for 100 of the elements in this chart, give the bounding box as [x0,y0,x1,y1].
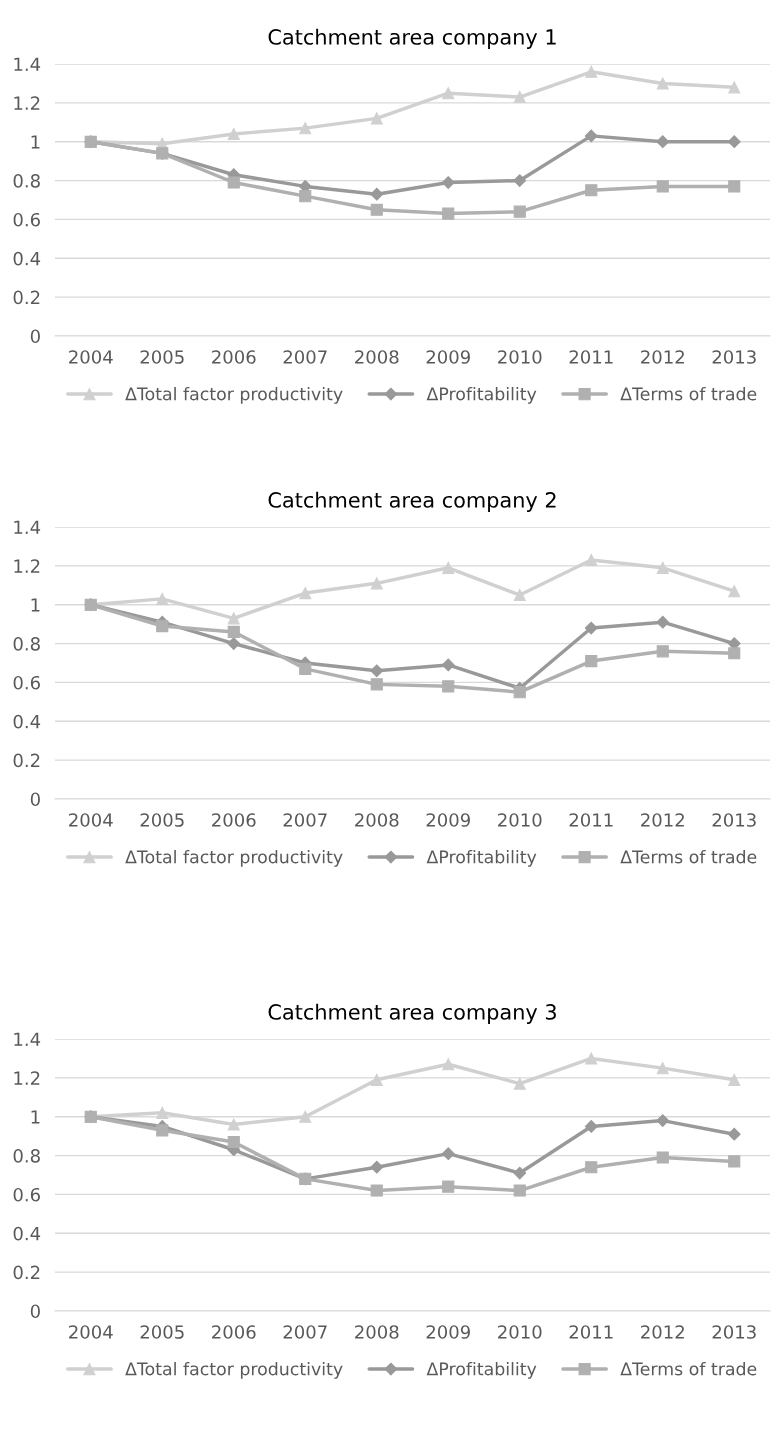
x-tick-label: 2004 [69,813,113,827]
point [227,612,240,625]
y-tick-label: 1.4 [14,1032,41,1046]
point [156,620,169,633]
x-tick-label: 2007 [283,350,327,364]
point [585,65,598,78]
point [585,553,598,567]
legend-label: ΔProfitability [426,1361,537,1379]
point [227,1118,240,1131]
y-tick-label: 1 [31,598,40,612]
legend-label: ΔTotal factor productivity [125,1361,343,1379]
x-tick-label: 2012 [641,1325,684,1339]
x-tick-label: 2013 [712,1325,756,1339]
y-tick-label: 0.6 [13,1187,40,1202]
point [299,662,312,675]
point [227,637,241,650]
chart-title: Catchment area company 1 [268,28,556,49]
x-tick-label: 2012 [641,350,684,364]
point [656,77,669,90]
point [727,135,741,149]
y-tick-label: 1 [31,135,40,149]
point [584,621,598,635]
x-tick-label: 2010 [498,1325,542,1339]
point [656,645,669,658]
x-tick-label: 2009 [426,350,470,364]
point [513,174,527,187]
x-tick-label: 2004 [69,1325,113,1339]
point [370,1160,384,1174]
y-tick-label: 1.2 [14,96,40,110]
point [656,1114,670,1128]
point [370,1184,383,1197]
x-tick-label: 2008 [355,350,399,364]
point [441,1147,455,1161]
point [656,1151,669,1164]
point [299,122,312,135]
x-tick-label: 2009 [426,1325,470,1339]
y-tick-label: 0.2 [13,290,40,305]
x-tick-label: 2008 [355,1325,399,1339]
point [370,678,383,691]
point [370,1073,383,1086]
point [156,592,169,605]
point [370,664,384,678]
y-tick-label: 0.8 [13,174,40,188]
chart-title: Catchment area company 2 [268,491,556,512]
point [370,577,383,590]
x-tick-label: 2007 [283,1325,327,1339]
x-tick-label: 2012 [641,813,684,827]
y-tick-label: 1.4 [14,520,41,534]
x-tick-label: 2005 [140,1325,184,1339]
y-tick-label: 0.6 [13,675,40,690]
y-tick-label: 0.4 [13,1226,41,1241]
point [585,654,598,668]
legend-label: ΔTerms of trade [620,386,757,401]
legend-label: ΔProfitability [426,849,537,867]
point [513,1077,526,1090]
point [585,1052,598,1065]
point [728,180,741,193]
point [656,1062,669,1075]
point [656,561,669,574]
x-tick-label: 2006 [212,813,256,827]
y-tick-label: 0 [30,329,40,344]
point [728,81,741,94]
point [728,585,741,598]
point [656,135,670,149]
point [370,112,383,125]
point [585,1161,598,1174]
x-tick-label: 2005 [140,350,184,364]
y-tick-label: 1.2 [14,1071,40,1085]
point [227,1135,240,1149]
x-tick-label: 2013 [712,813,756,827]
point [442,680,455,693]
y-tick-label: 0.8 [13,1149,40,1163]
y-tick-label: 0 [30,792,40,807]
x-tick-label: 2006 [212,350,256,364]
x-tick-label: 2013 [712,350,756,364]
point [728,1073,741,1086]
x-tick-label: 2007 [283,813,327,827]
y-tick-label: 0.2 [13,1265,40,1280]
point [513,686,526,699]
x-tick-label: 2005 [140,813,184,827]
point [513,1184,526,1197]
point [442,1058,455,1071]
point [156,1106,169,1119]
x-tick-label: 2009 [426,813,470,827]
point [442,207,455,220]
legend-label: ΔTotal factor productivity [125,386,343,404]
point [227,176,240,189]
y-tick-label: 1 [31,1110,40,1124]
legend-label: ΔTotal factor productivity [125,849,343,867]
x-tick-label: 2004 [69,350,113,364]
point [513,1166,527,1180]
x-tick-label: 2008 [355,813,399,827]
x-tick-label: 2010 [498,350,542,364]
point [370,203,383,216]
point [656,615,670,629]
chart-title: Catchment area company 3 [268,1003,556,1024]
point [299,1110,312,1123]
point [513,588,526,602]
legend-label: ΔTerms of trade [620,849,757,864]
point [442,561,455,574]
